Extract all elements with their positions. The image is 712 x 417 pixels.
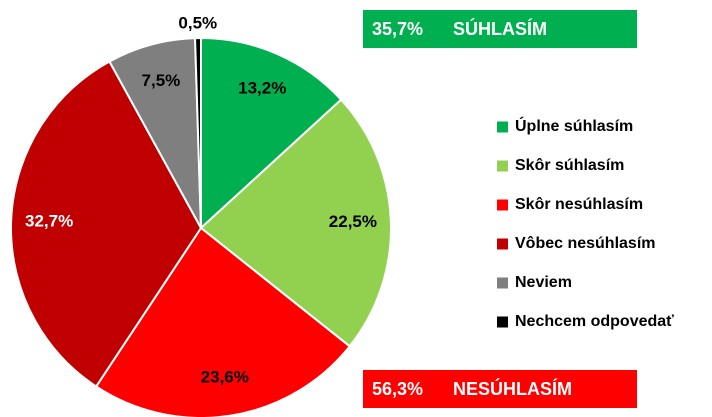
legend-swatch	[497, 199, 508, 211]
pie-slice	[94, 226, 352, 417]
legend-swatch	[497, 121, 508, 133]
summary-box	[363, 370, 637, 408]
pie-slice	[194, 36, 202, 229]
data-label: 23,6%	[201, 368, 249, 387]
pie-slice	[199, 98, 392, 348]
summary-percent: 56,3%	[372, 379, 423, 399]
legend-swatch	[497, 277, 508, 289]
summary-box	[363, 10, 637, 48]
data-label: 22,5%	[329, 212, 377, 231]
data-label: 32,7%	[25, 211, 73, 230]
legend-label: Skôr súhlasím	[515, 157, 624, 174]
legend-label: Úplne súhlasím	[515, 116, 633, 135]
legend-swatch	[497, 238, 508, 250]
data-label: 7,5%	[142, 71, 181, 90]
summary-percent: 35,7%	[372, 19, 423, 39]
legend-label: Nechcem odpovedať	[515, 313, 674, 330]
legend-label: Vôbec nesúhlasím	[515, 235, 656, 252]
legend-swatch	[497, 316, 508, 328]
legend-label: Skôr nesúhlasím	[515, 196, 643, 213]
summary-text: SÚHLASÍM	[453, 18, 547, 39]
legend-label: Neviem	[515, 274, 572, 291]
legend-swatch	[497, 160, 508, 172]
pie-slice	[200, 36, 343, 231]
data-label: 13,2%	[238, 78, 286, 97]
data-label: 0,5%	[178, 14, 217, 33]
summary-text: NESÚHLASÍM	[453, 378, 572, 399]
